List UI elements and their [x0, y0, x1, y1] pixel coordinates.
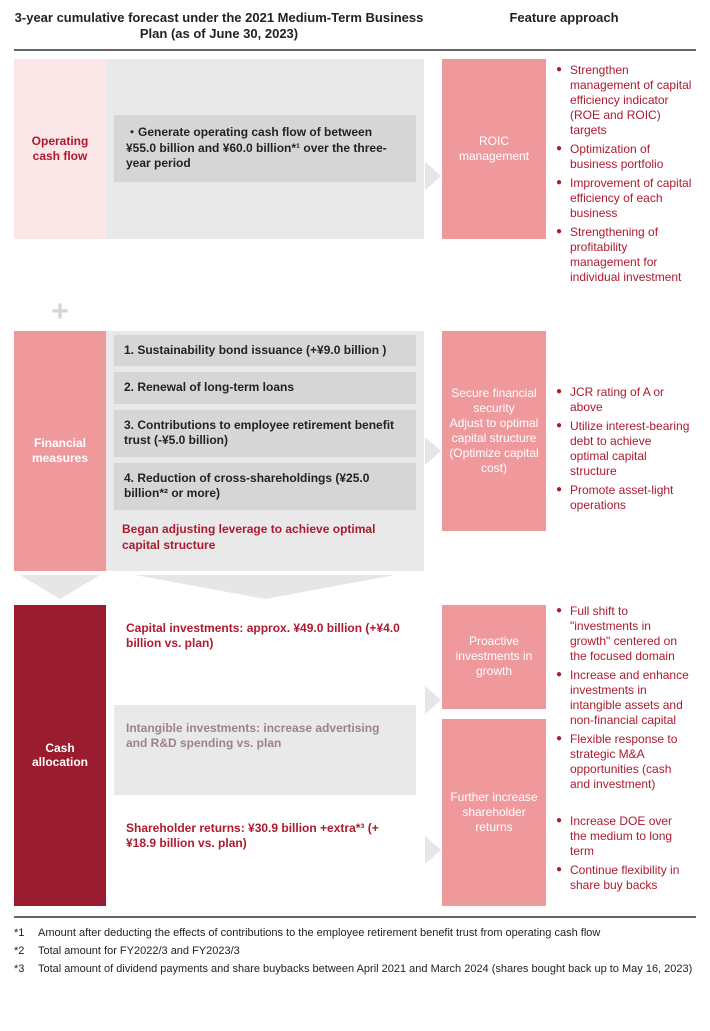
- arrows-cash: [424, 605, 442, 906]
- row-financial: Financial measures 1. Sustainability bon…: [14, 331, 696, 571]
- footnote-text: Total amount for FY2022/3 and FY2023/3: [38, 944, 240, 958]
- financial-item: 1. Sustainability bond issuance (+¥9.0 b…: [114, 335, 416, 367]
- bullet: Promote asset-light operations: [556, 483, 692, 513]
- operating-item: ・Generate operating cash flow of between…: [114, 115, 416, 182]
- cash-item-shareholder: Shareholder returns: ¥30.9 billion +extr…: [114, 805, 416, 895]
- bullet: Utilize interest-bearing debt to achieve…: [556, 419, 692, 479]
- bullet: Increase DOE over the medium to long ter…: [556, 814, 692, 859]
- footnote: *1 Amount after deducting the effects of…: [14, 926, 696, 940]
- bullet: Strengthen management of capital efficie…: [556, 63, 692, 138]
- box-roic: ROIC management: [442, 59, 546, 239]
- row-operating: Operating cash flow ・Generate operating …: [14, 59, 696, 293]
- mid-cash: Capital investments: approx. ¥49.0 billi…: [106, 605, 424, 906]
- footnote: *2 Total amount for FY2022/3 and FY2023/…: [14, 944, 696, 958]
- header-right: Feature approach: [432, 10, 696, 43]
- chevron-right-icon: [425, 437, 441, 465]
- footnote-mark: *3: [14, 962, 32, 976]
- row-cash: Cash allocation Capital investments: app…: [14, 605, 696, 906]
- chevron-right-icon: [425, 836, 441, 864]
- arrow-operating: [424, 59, 442, 293]
- box-financial-security: Secure financial security Adjust to opti…: [442, 331, 546, 531]
- bullets-cash-col: Full shift to "investments in growth" ce…: [546, 605, 696, 906]
- footnote-mark: *1: [14, 926, 32, 940]
- cash-item-intangible: Intangible investments: increase adverti…: [114, 705, 416, 795]
- header-row: 3-year cumulative forecast under the 202…: [14, 10, 696, 43]
- bullet: Strengthening of profitability managemen…: [556, 225, 692, 285]
- financial-note: Began adjusting leverage to achieve opti…: [114, 516, 416, 553]
- footnote-text: Amount after deducting the effects of co…: [38, 926, 600, 940]
- chevron-right-icon: [425, 162, 441, 190]
- label-cash: Cash allocation: [14, 605, 106, 906]
- right-boxes-cash: Proactive investments in growth Further …: [442, 605, 546, 906]
- bullet: JCR rating of A or above: [556, 385, 692, 415]
- label-financial: Financial measures: [14, 331, 106, 571]
- bullet: Flexible response to strategic M&A oppor…: [556, 732, 692, 792]
- bullet: Improvement of capital efficiency of eac…: [556, 176, 692, 221]
- diagram-root: 3-year cumulative forecast under the 202…: [0, 0, 710, 990]
- chevron-down-icon: [106, 575, 424, 599]
- footnote-mark: *2: [14, 944, 32, 958]
- bullet: Optimization of business portfolio: [556, 142, 692, 172]
- bullets-roic: Strengthen management of capital efficie…: [546, 59, 696, 293]
- top-rule: [14, 49, 696, 51]
- bullet: Continue flexibility in share buy backs: [556, 863, 692, 893]
- footnote-text: Total amount of dividend payments and sh…: [38, 962, 692, 976]
- bullets-shareholder: Increase DOE over the medium to long ter…: [546, 805, 696, 906]
- mid-operating: ・Generate operating cash flow of between…: [106, 59, 424, 239]
- financial-item: 2. Renewal of long-term loans: [114, 372, 416, 404]
- cash-item-capital: Capital investments: approx. ¥49.0 billi…: [114, 605, 416, 695]
- chevron-right-icon: [425, 686, 441, 714]
- box-proactive: Proactive investments in growth: [442, 605, 546, 709]
- header-left: 3-year cumulative forecast under the 202…: [14, 10, 424, 43]
- bullets-proactive: Full shift to "investments in growth" ce…: [546, 605, 696, 795]
- financial-list: 1. Sustainability bond issuance (+¥9.0 b…: [114, 335, 416, 511]
- bullets-financial: JCR rating of A or above Utilize interes…: [546, 331, 696, 571]
- bullet: Increase and enhance investments in inta…: [556, 668, 692, 728]
- label-operating: Operating cash flow: [14, 59, 106, 239]
- financial-item: 3. Contributions to employee retirement …: [114, 410, 416, 457]
- mid-financial: 1. Sustainability bond issuance (+¥9.0 b…: [106, 331, 424, 571]
- box-shareholder-returns: Further increase shareholder returns: [442, 719, 546, 906]
- bullet: Full shift to "investments in growth" ce…: [556, 604, 692, 664]
- financial-item: 4. Reduction of cross-shareholdings (¥25…: [114, 463, 416, 510]
- chevron-down-icon: [14, 575, 106, 599]
- footnote: *3 Total amount of dividend payments and…: [14, 962, 696, 976]
- footnote-rule: [14, 916, 696, 918]
- down-arrows: [14, 575, 696, 599]
- arrow-financial: [424, 331, 442, 571]
- plus-icon: +: [14, 293, 106, 331]
